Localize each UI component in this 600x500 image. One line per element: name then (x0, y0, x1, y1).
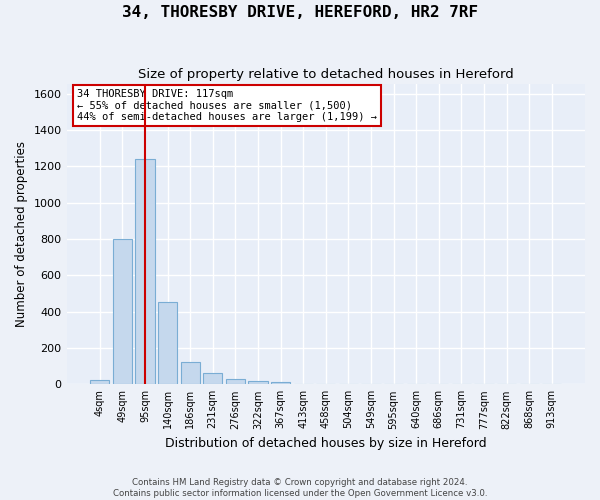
Bar (158, 302, 177, 384)
Text: 34, THORESBY DRIVE, HEREFORD, HR2 7RF: 34, THORESBY DRIVE, HEREFORD, HR2 7RF (122, 5, 478, 20)
Bar (136, 159, 155, 384)
Bar (113, 239, 132, 384)
Bar (203, 374, 223, 384)
Text: 34 THORESBY DRIVE: 117sqm
← 55% of detached houses are smaller (1,500)
44% of se: 34 THORESBY DRIVE: 117sqm ← 55% of detac… (77, 89, 377, 122)
Text: Contains HM Land Registry data © Crown copyright and database right 2024.
Contai: Contains HM Land Registry data © Crown c… (113, 478, 487, 498)
Bar (181, 362, 200, 384)
Bar (226, 379, 245, 384)
X-axis label: Distribution of detached houses by size in Hereford: Distribution of detached houses by size … (165, 437, 487, 450)
Title: Size of property relative to detached houses in Hereford: Size of property relative to detached ho… (138, 68, 514, 80)
Bar (271, 382, 290, 384)
Bar (248, 381, 268, 384)
Bar (90, 380, 109, 384)
Y-axis label: Number of detached properties: Number of detached properties (15, 142, 28, 328)
